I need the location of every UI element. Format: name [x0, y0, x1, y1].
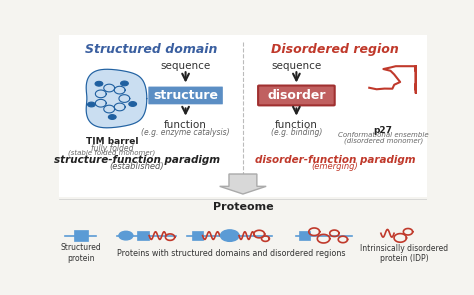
Text: fully folded: fully folded — [91, 144, 133, 153]
Text: p27: p27 — [374, 126, 392, 135]
Circle shape — [120, 81, 128, 86]
Text: function: function — [164, 120, 207, 130]
Circle shape — [220, 230, 239, 241]
Text: (stable folded monomer): (stable folded monomer) — [68, 149, 155, 156]
FancyBboxPatch shape — [59, 35, 427, 197]
Text: (emerging): (emerging) — [312, 163, 358, 171]
FancyBboxPatch shape — [192, 231, 202, 240]
Text: Proteins with structured domains and disordered regions: Proteins with structured domains and dis… — [117, 250, 346, 258]
FancyBboxPatch shape — [137, 231, 149, 240]
Text: disorder: disorder — [267, 89, 326, 102]
Text: sequence: sequence — [161, 61, 211, 71]
Text: structure-function paradigm: structure-function paradigm — [54, 155, 220, 165]
Text: structure: structure — [153, 89, 218, 102]
Text: TIM barrel: TIM barrel — [86, 137, 138, 146]
Polygon shape — [219, 174, 266, 194]
Text: (disordered monomer): (disordered monomer) — [344, 137, 423, 144]
Circle shape — [88, 102, 95, 107]
Text: Proteome: Proteome — [213, 202, 273, 212]
Text: Conformational ensemble: Conformational ensemble — [338, 132, 428, 138]
FancyBboxPatch shape — [73, 230, 88, 241]
Text: (e.g. enzyme catalysis): (e.g. enzyme catalysis) — [141, 128, 230, 137]
Text: Disordered region: Disordered region — [271, 43, 399, 56]
Text: Structured domain: Structured domain — [84, 43, 217, 56]
Text: Intrinsically disordered
protein (IDP): Intrinsically disordered protein (IDP) — [360, 244, 448, 263]
Text: function: function — [275, 120, 318, 130]
Text: (established): (established) — [109, 163, 164, 171]
Circle shape — [95, 81, 103, 86]
Text: (e.g. binding): (e.g. binding) — [271, 128, 322, 137]
Polygon shape — [86, 69, 147, 128]
Text: Structured
protein: Structured protein — [61, 243, 101, 263]
Text: sequence: sequence — [271, 61, 321, 71]
Circle shape — [109, 115, 116, 119]
FancyBboxPatch shape — [147, 86, 224, 105]
Circle shape — [119, 231, 133, 240]
Text: disorder-function paradigm: disorder-function paradigm — [255, 155, 415, 165]
FancyBboxPatch shape — [258, 86, 335, 105]
Circle shape — [129, 101, 137, 106]
FancyBboxPatch shape — [299, 231, 310, 240]
